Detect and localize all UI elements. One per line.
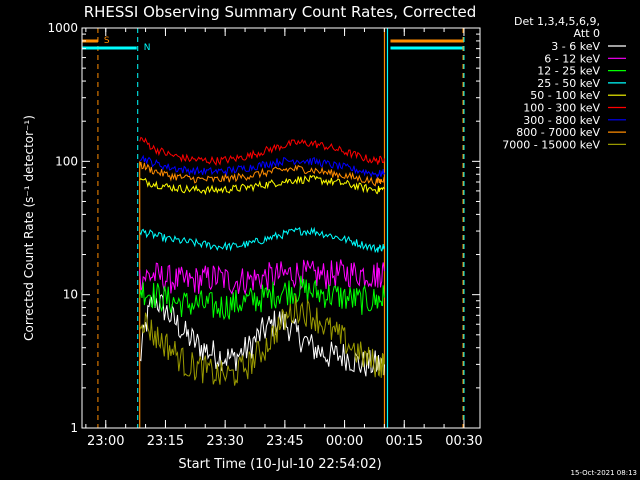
x-tick-label: 00:30 [445,434,482,449]
x-tick-label: 23:15 [147,434,184,449]
marker-label-n: N [144,43,151,53]
legend-label-5: 100 - 300 keV [523,102,600,115]
y-axis-label: Corrected Count Rate (s⁻¹ detector⁻¹) [22,115,36,341]
y-tick-label: 10 [63,288,78,302]
series-line-1 [139,259,385,296]
series-line-3 [139,226,385,254]
y-tick-label: 1000 [47,21,78,35]
y-tick-label: 100 [55,154,78,168]
series-line-8 [139,295,385,386]
series-line-4 [139,174,385,196]
series-line-7 [139,161,385,187]
x-tick-label: 23:45 [266,434,303,449]
legend-label-8: 7000 - 15000 keV [502,138,600,151]
series-line-6 [139,154,385,180]
legend-label-2: 12 - 25 keV [537,65,600,78]
chart-title: RHESSI Observing Summary Count Rates, Co… [84,3,477,21]
y-tick-label: 1 [70,421,78,435]
x-tick-label: 23:00 [87,434,124,449]
series-line-0 [139,288,385,377]
legend-label-1: 6 - 12 keV [544,52,600,65]
x-tick-label: 00:15 [386,434,423,449]
legend-label-4: 50 - 100 keV [530,89,600,102]
markers-group: SN [82,28,465,428]
legend-label-6: 300 - 800 keV [523,114,600,127]
series-line-2 [139,275,385,321]
axes-group: 1 10 100 1000 23:00 23:15 23:30 23:45 00:00 00:15… [47,21,482,449]
plot-frame [81,27,481,429]
legend-label-7: 800 - 7000 keV [516,126,600,139]
legend-header-line: Att 0 [574,27,600,40]
x-tick-label: 00:00 [326,434,363,449]
footer-timestamp: 15-Oct-2021 08:13 [571,469,637,477]
series-line-5 [139,136,385,166]
series-group [139,136,385,386]
marker-label-s: S [104,36,110,46]
legend-label-3: 25 - 50 keV [537,77,600,90]
x-tick-label: 23:30 [206,434,243,449]
legend-header-line: Det 1,3,4,5,6,9, [514,15,600,28]
x-axis-label: Start Time (10-Jul-10 22:54:02) [178,457,381,472]
legend-label-0: 3 - 6 keV [551,40,600,53]
